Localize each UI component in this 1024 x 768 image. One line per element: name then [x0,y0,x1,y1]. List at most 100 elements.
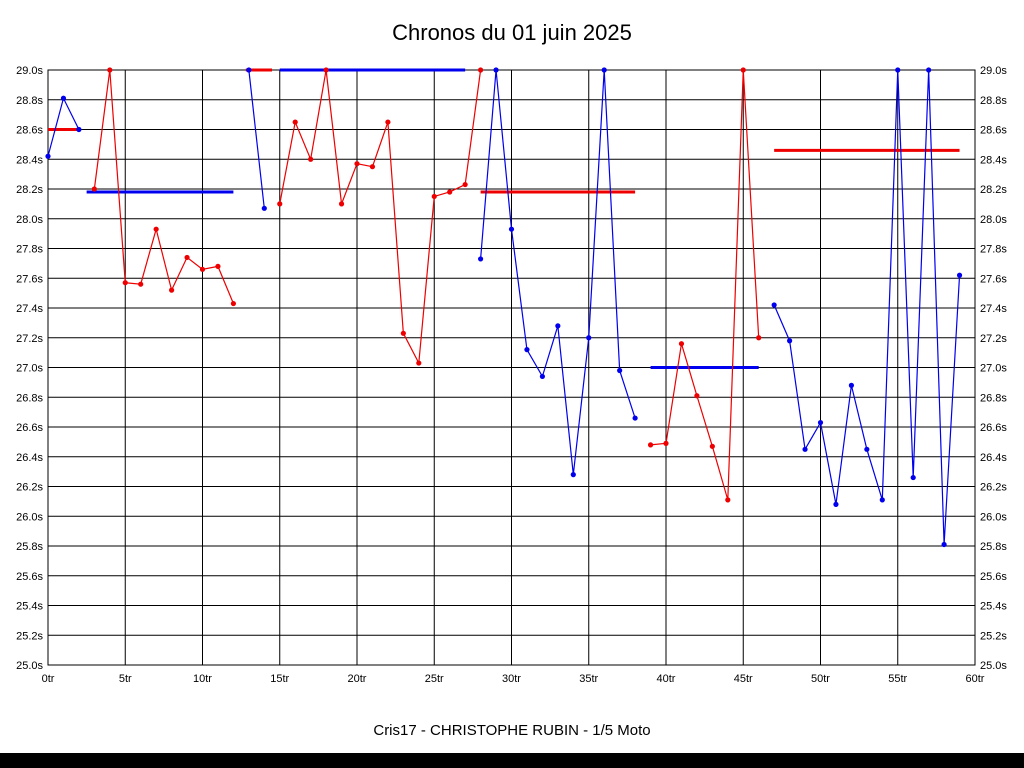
lap-time-point [926,67,932,73]
lap-time-point [169,287,175,293]
lap-time-point [385,119,391,125]
x-axis-label: 50tr [811,673,830,685]
lap-time-point [601,67,607,73]
lap-time-point [570,472,576,478]
y-axis-label-right: 25.8s [980,541,1007,553]
lap-time-point [153,226,159,232]
y-axis-label-left: 27.6s [16,273,43,285]
y-axis-label-left: 26.8s [16,392,43,404]
lap-time-point [400,330,406,336]
lap-time-point [864,446,870,452]
lap-time-point [539,373,546,380]
lap-time-point [447,189,453,195]
lap-time-point [647,442,654,448]
lap-time-line-heat-1 [47,96,80,157]
lap-time-point [941,541,947,548]
y-axis-label-left: 27.8s [16,244,43,256]
x-axis-label: 15tr [270,673,289,685]
lap-time-point [632,415,638,421]
x-axis-label: 35tr [579,673,598,685]
lap-time-point [246,67,252,73]
lap-time-point [292,119,298,125]
lap-time-point [879,497,885,503]
lap-time-point [524,347,530,353]
lap-time-point [508,226,515,232]
y-axis-label-right: 28.8s [980,95,1007,107]
y-axis-label-right: 28.6s [980,125,1007,137]
lap-time-point [802,446,808,452]
lap-time-point [354,161,360,167]
y-axis-label-right: 27.8s [980,244,1007,256]
lap-time-line-heat-5 [480,69,636,475]
y-axis-label-right: 25.6s [980,571,1007,583]
chart-caption: Cris17 - CHRISTOPHE RUBIN - 1/5 Moto [373,722,651,739]
lap-time-line-heat-2 [93,69,234,304]
y-axis-label-right: 26.0s [980,511,1007,523]
y-axis-label-left: 29.0s [16,65,43,77]
y-axis-label-right: 28.4s [980,154,1007,166]
page-title: Chronos du 01 juin 2025 [392,20,632,45]
y-axis-label-left: 25.4s [16,601,43,613]
lap-time-line-heat-6 [650,69,760,501]
lap-time-point [910,474,916,481]
y-axis-label-left: 26.2s [16,482,43,494]
y-axis-label-right: 26.2s [980,482,1007,494]
lap-time-point [323,67,329,73]
y-axis-label-right: 27.6s [980,273,1007,285]
footer-bar [0,753,1024,768]
y-axis-label-right: 28.0s [980,214,1007,226]
lap-time-point [215,263,221,269]
y-axis-label-right: 26.4s [980,452,1007,464]
lap-time-point [122,280,128,286]
y-axis-label-left: 28.4s [16,154,43,166]
lap-time-point [462,181,468,188]
y-axis-label-left: 26.6s [16,422,43,434]
lap-time-point [493,67,499,73]
y-axis-label-left: 28.6s [16,125,43,137]
x-axis-label: 25tr [425,673,444,685]
lap-time-point [725,497,731,503]
lap-time-point [60,95,67,101]
lap-time-point [678,341,685,347]
y-axis-label-right: 25.2s [980,630,1007,642]
y-axis-label-left: 26.0s [16,511,43,523]
y-axis-label-left: 25.8s [16,541,43,553]
x-axis-label: 0tr [42,673,55,685]
y-axis-label-left: 27.0s [16,363,43,375]
lap-time-point [740,67,746,73]
y-axis-label-right: 27.2s [980,333,1007,345]
lap-time-point [45,153,51,159]
lap-time-point [694,393,700,399]
lap-time-point [199,266,206,272]
y-axis-label-left: 25.6s [16,571,43,583]
y-axis-label-left: 28.8s [16,95,43,107]
lap-time-line-heat-4 [279,69,482,366]
lap-time-point [277,201,283,207]
x-axis-label: 5tr [119,673,132,685]
lap-time-point [771,302,777,308]
lap-time-point [338,201,345,207]
lap-time-line-heat-7 [773,69,961,545]
y-axis-label-left: 27.2s [16,333,43,345]
x-axis-label: 30tr [502,673,521,685]
y-axis-label-left: 28.2s [16,184,43,196]
y-axis-label-left: 28.0s [16,214,43,226]
lap-time-point [91,186,97,192]
lap-time-line-heat-3 [248,69,265,209]
lap-time-point [230,300,236,307]
lap-time-point [369,164,376,170]
y-axis-label-right: 26.8s [980,392,1007,404]
lap-time-point [617,367,623,374]
lap-time-point [848,382,855,388]
lap-time-point [586,335,592,341]
lap-time-point [956,272,963,278]
lap-time-point [555,323,561,329]
lap-time-point [308,156,314,162]
lap-time-point [787,338,793,344]
y-axis-label-right: 25.4s [980,601,1007,613]
lap-time-point [817,419,824,426]
lap-time-point [138,281,144,287]
x-axis-label: 40tr [657,673,676,685]
y-axis-label-left: 25.0s [16,660,43,672]
